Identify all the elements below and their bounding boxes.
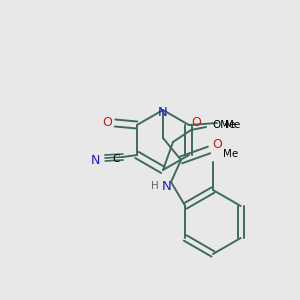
- Text: H: H: [151, 181, 159, 191]
- Text: OMe: OMe: [212, 120, 236, 130]
- Text: O: O: [212, 137, 222, 151]
- Text: N: N: [91, 154, 100, 166]
- Text: N: N: [158, 106, 168, 118]
- Text: O: O: [191, 116, 201, 128]
- Text: Me: Me: [224, 149, 238, 159]
- Text: C: C: [112, 154, 120, 164]
- Text: O: O: [102, 116, 112, 130]
- Text: Me: Me: [225, 120, 241, 130]
- Text: N: N: [162, 179, 172, 193]
